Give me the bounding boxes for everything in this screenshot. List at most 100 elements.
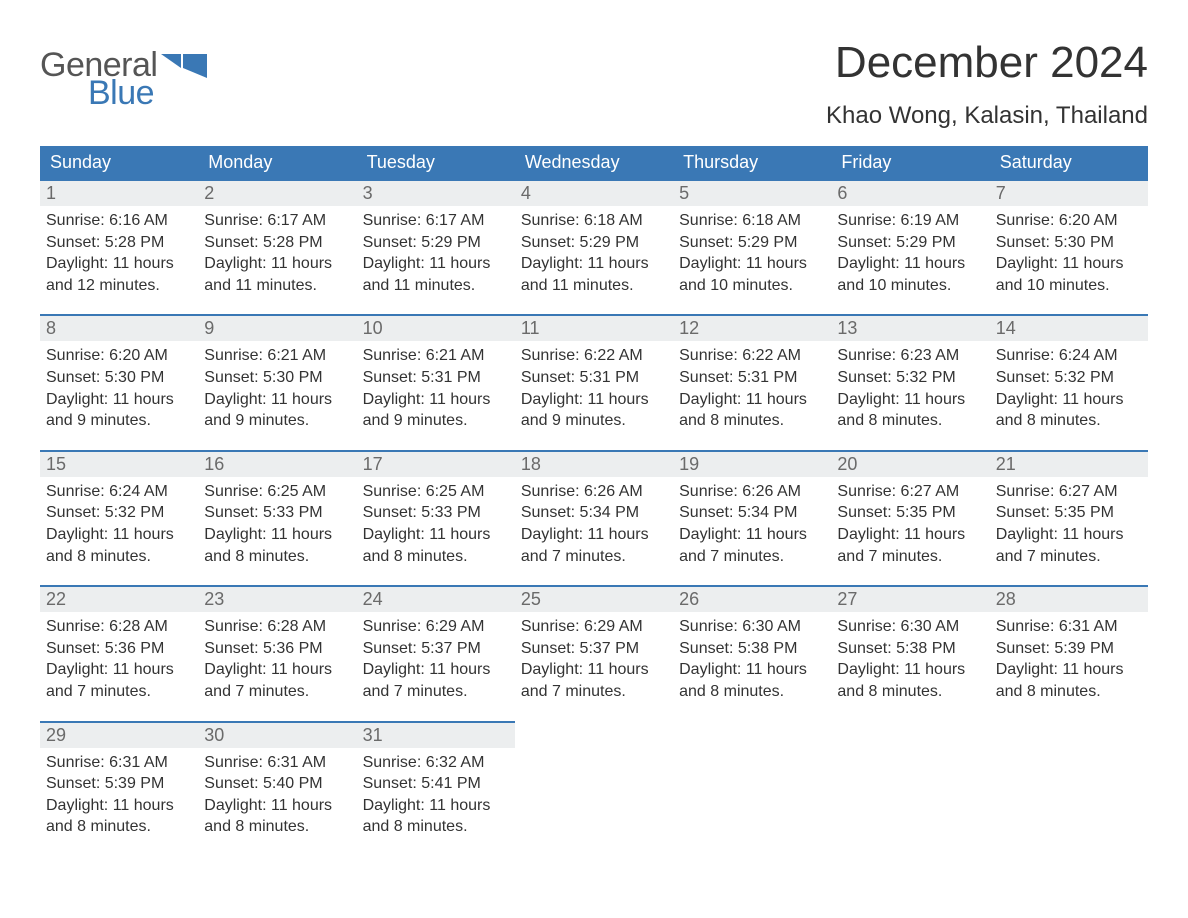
day-cell: 5 Sunrise: 6:18 AMSunset: 5:29 PMDaylight… bbox=[673, 180, 831, 315]
day-content: Sunrise: 6:22 AMSunset: 5:31 PMDaylight:… bbox=[679, 345, 825, 431]
day-header: Wednesday bbox=[515, 146, 673, 180]
day-content: Sunrise: 6:21 AMSunset: 5:31 PMDaylight:… bbox=[363, 345, 509, 431]
day-content: Sunrise: 6:28 AMSunset: 5:36 PMDaylight:… bbox=[204, 616, 350, 702]
day-cell: 13 Sunrise: 6:23 AMSunset: 5:32 PMDayligh… bbox=[831, 315, 989, 450]
day-content: Sunrise: 6:26 AMSunset: 5:34 PMDaylight:… bbox=[679, 481, 825, 567]
day-content: Sunrise: 6:20 AMSunset: 5:30 PMDaylight:… bbox=[46, 345, 192, 431]
page-title: December 2024 bbox=[826, 38, 1148, 88]
day-cell: 10 Sunrise: 6:21 AMSunset: 5:31 PMDayligh… bbox=[357, 315, 515, 450]
day-header: Saturday bbox=[990, 146, 1148, 180]
day-header: Tuesday bbox=[357, 146, 515, 180]
day-number: 2 bbox=[198, 181, 356, 206]
day-header: Monday bbox=[198, 146, 356, 180]
day-number: 13 bbox=[831, 316, 989, 341]
day-number: 21 bbox=[990, 452, 1148, 477]
day-content: Sunrise: 6:20 AMSunset: 5:30 PMDaylight:… bbox=[996, 210, 1142, 296]
day-number: 10 bbox=[357, 316, 515, 341]
day-content: Sunrise: 6:29 AMSunset: 5:37 PMDaylight:… bbox=[363, 616, 509, 702]
day-number: 31 bbox=[357, 723, 515, 748]
day-number: 18 bbox=[515, 452, 673, 477]
day-cell: 4 Sunrise: 6:18 AMSunset: 5:29 PMDaylight… bbox=[515, 180, 673, 315]
day-cell: 8 Sunrise: 6:20 AMSunset: 5:30 PMDaylight… bbox=[40, 315, 198, 450]
day-cell: 16 Sunrise: 6:25 AMSunset: 5:33 PMDayligh… bbox=[198, 451, 356, 586]
title-block: December 2024 Khao Wong, Kalasin, Thaila… bbox=[826, 20, 1148, 140]
week-row: 15 Sunrise: 6:24 AMSunset: 5:32 PMDayligh… bbox=[40, 451, 1148, 586]
day-cell: 19Sunrise: 6:26 AMSunset: 5:34 PMDayligh… bbox=[673, 451, 831, 586]
day-content: Sunrise: 6:27 AMSunset: 5:35 PMDaylight:… bbox=[996, 481, 1142, 567]
day-content: Sunrise: 6:22 AMSunset: 5:31 PMDaylight:… bbox=[521, 345, 667, 431]
day-content: Sunrise: 6:25 AMSunset: 5:33 PMDaylight:… bbox=[363, 481, 509, 567]
day-number: 4 bbox=[515, 181, 673, 206]
day-content: Sunrise: 6:26 AMSunset: 5:34 PMDaylight:… bbox=[521, 481, 667, 567]
day-content: Sunrise: 6:29 AMSunset: 5:37 PMDaylight:… bbox=[521, 616, 667, 702]
day-content: Sunrise: 6:27 AMSunset: 5:35 PMDaylight:… bbox=[837, 481, 983, 567]
day-cell: 26Sunrise: 6:30 AMSunset: 5:38 PMDayligh… bbox=[673, 586, 831, 721]
day-number: 22 bbox=[40, 587, 198, 612]
day-cell: 2 Sunrise: 6:17 AMSunset: 5:28 PMDaylight… bbox=[198, 180, 356, 315]
day-number: 30 bbox=[198, 723, 356, 748]
day-cell: 23Sunrise: 6:28 AMSunset: 5:36 PMDayligh… bbox=[198, 586, 356, 721]
day-content: Sunrise: 6:23 AMSunset: 5:32 PMDaylight:… bbox=[837, 345, 983, 431]
logo-text: General Blue bbox=[40, 48, 157, 110]
location-text: Khao Wong, Kalasin, Thailand bbox=[826, 102, 1148, 130]
day-number: 25 bbox=[515, 587, 673, 612]
day-number: 24 bbox=[357, 587, 515, 612]
day-number: 15 bbox=[40, 452, 198, 477]
day-number: 29 bbox=[40, 723, 198, 748]
week-row: 1Sunrise: 6:16 AMSunset: 5:28 PMDaylight… bbox=[40, 180, 1148, 315]
day-cell: 21 Sunrise: 6:27 AMSunset: 5:35 PMDayligh… bbox=[990, 451, 1148, 586]
day-content: Sunrise: 6:32 AMSunset: 5:41 PMDaylight:… bbox=[363, 752, 509, 838]
day-content: Sunrise: 6:31 AMSunset: 5:39 PMDaylight:… bbox=[46, 752, 192, 838]
day-cell bbox=[990, 722, 1148, 856]
day-cell: 7 Sunrise: 6:20 AMSunset: 5:30 PMDaylight… bbox=[990, 180, 1148, 315]
day-cell: 9 Sunrise: 6:21 AMSunset: 5:30 PMDaylight… bbox=[198, 315, 356, 450]
day-number: 14 bbox=[990, 316, 1148, 341]
day-number: 5 bbox=[673, 181, 831, 206]
day-number: 26 bbox=[673, 587, 831, 612]
day-cell: 30 Sunrise: 6:31 AMSunset: 5:40 PMDayligh… bbox=[198, 722, 356, 856]
day-content: Sunrise: 6:25 AMSunset: 5:33 PMDaylight:… bbox=[204, 481, 350, 567]
day-cell: 24 Sunrise: 6:29 AMSunset: 5:37 PMDayligh… bbox=[357, 586, 515, 721]
day-header: Sunday bbox=[40, 146, 198, 180]
day-number: 9 bbox=[198, 316, 356, 341]
day-content: Sunrise: 6:18 AMSunset: 5:29 PMDaylight:… bbox=[521, 210, 667, 296]
day-cell: 25 Sunrise: 6:29 AMSunset: 5:37 PMDayligh… bbox=[515, 586, 673, 721]
day-content: Sunrise: 6:31 AMSunset: 5:40 PMDaylight:… bbox=[204, 752, 350, 838]
day-number: 11 bbox=[515, 316, 673, 341]
calendar-table: SundayMondayTuesdayWednesdayThursdayFrid… bbox=[40, 146, 1148, 856]
day-cell: 17 Sunrise: 6:25 AMSunset: 5:33 PMDayligh… bbox=[357, 451, 515, 586]
day-content: Sunrise: 6:21 AMSunset: 5:30 PMDaylight:… bbox=[204, 345, 350, 431]
day-cell: 11 Sunrise: 6:22 AMSunset: 5:31 PMDayligh… bbox=[515, 315, 673, 450]
day-content: Sunrise: 6:17 AMSunset: 5:28 PMDaylight:… bbox=[204, 210, 350, 296]
flag-icon bbox=[161, 54, 207, 82]
day-content: Sunrise: 6:17 AMSunset: 5:29 PMDaylight:… bbox=[363, 210, 509, 296]
day-number: 28 bbox=[990, 587, 1148, 612]
day-content: Sunrise: 6:24 AMSunset: 5:32 PMDaylight:… bbox=[996, 345, 1142, 431]
header: General Blue December 2024 Khao Wong, Ka… bbox=[40, 20, 1148, 140]
day-cell: 27Sunrise: 6:30 AMSunset: 5:38 PMDayligh… bbox=[831, 586, 989, 721]
day-cell bbox=[831, 722, 989, 856]
day-number: 7 bbox=[990, 181, 1148, 206]
day-cell: 31 Sunrise: 6:32 AMSunset: 5:41 PMDayligh… bbox=[357, 722, 515, 856]
week-row: 8 Sunrise: 6:20 AMSunset: 5:30 PMDaylight… bbox=[40, 315, 1148, 450]
day-cell: 14 Sunrise: 6:24 AMSunset: 5:32 PMDayligh… bbox=[990, 315, 1148, 450]
day-number: 3 bbox=[357, 181, 515, 206]
day-content: Sunrise: 6:18 AMSunset: 5:29 PMDaylight:… bbox=[679, 210, 825, 296]
week-row: 22Sunrise: 6:28 AMSunset: 5:36 PMDayligh… bbox=[40, 586, 1148, 721]
day-content: Sunrise: 6:24 AMSunset: 5:32 PMDaylight:… bbox=[46, 481, 192, 567]
day-number: 17 bbox=[357, 452, 515, 477]
day-number: 8 bbox=[40, 316, 198, 341]
day-number: 16 bbox=[198, 452, 356, 477]
calendar-header-row: SundayMondayTuesdayWednesdayThursdayFrid… bbox=[40, 146, 1148, 180]
day-content: Sunrise: 6:19 AMSunset: 5:29 PMDaylight:… bbox=[837, 210, 983, 296]
day-content: Sunrise: 6:28 AMSunset: 5:36 PMDaylight:… bbox=[46, 616, 192, 702]
day-header: Thursday bbox=[673, 146, 831, 180]
day-number: 12 bbox=[673, 316, 831, 341]
day-content: Sunrise: 6:16 AMSunset: 5:28 PMDaylight:… bbox=[46, 210, 192, 296]
day-content: Sunrise: 6:30 AMSunset: 5:38 PMDaylight:… bbox=[837, 616, 983, 702]
day-cell: 22 Sunrise: 6:28 AMSunset: 5:36 PMDayligh… bbox=[40, 586, 198, 721]
day-number: 20 bbox=[831, 452, 989, 477]
logo: General Blue bbox=[40, 48, 207, 110]
week-row: 29 Sunrise: 6:31 AMSunset: 5:39 PMDayligh… bbox=[40, 722, 1148, 856]
day-cell: 29 Sunrise: 6:31 AMSunset: 5:39 PMDayligh… bbox=[40, 722, 198, 856]
